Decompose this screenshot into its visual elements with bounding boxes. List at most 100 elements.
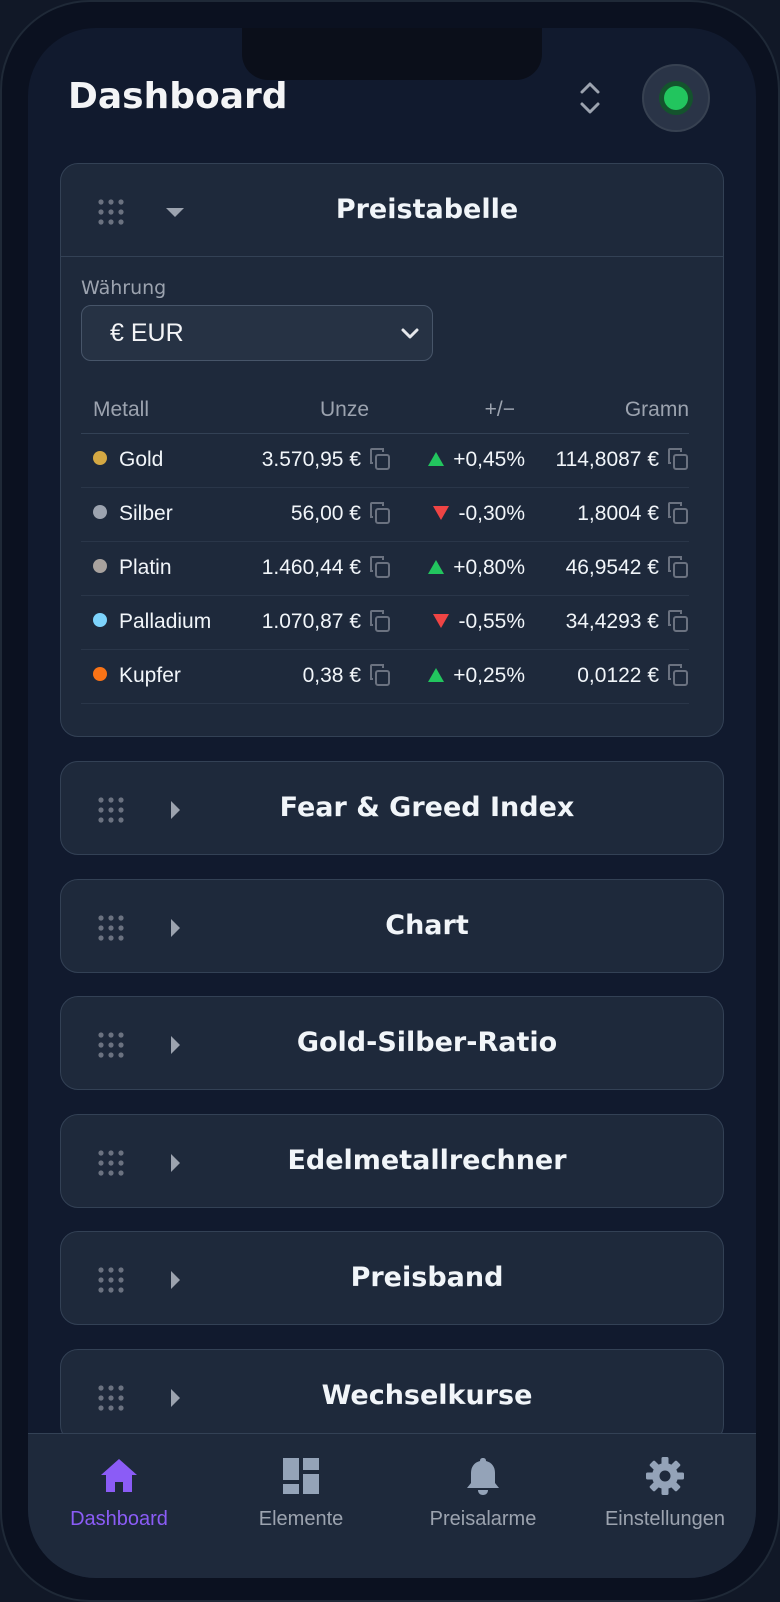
ounce-price-cell: 3.570,95 € [231,433,391,488]
nav-label-settings: Einstellungen [604,1508,726,1530]
widget-card-header[interactable]: Edelmetallrechner [61,1115,723,1207]
page-title: Dashboard [68,76,288,117]
price-table-title: Preistabelle [335,194,519,225]
price-table-card-header[interactable]: Preistabelle [61,164,723,256]
currency-label: Währung [81,277,167,299]
caret-down-icon[interactable] [165,202,185,222]
gram-price-cell: 0,0122 € [533,649,689,704]
drag-handle-icon[interactable] [97,198,125,226]
drag-handle-icon[interactable] [97,1384,125,1412]
metal-name: Palladium [119,610,212,633]
metal-color-dot [93,451,107,466]
widget-title: Wechselkurse [321,1380,533,1411]
metal-name-cell: Kupfer [81,649,231,704]
gram-price: 0,0122 € [577,663,659,687]
widget-card: Wechselkurse [60,1349,724,1443]
widget-card: Chart [60,879,724,973]
triangle-up-icon [428,560,445,575]
chevron-down-icon [401,328,419,339]
ounce-price: 56,00 € [290,501,361,525]
table-row: Gold 3.570,95 € +0,45% 114,8087 € [81,433,689,488]
widget-card: Edelmetallrechner [60,1114,724,1208]
widget-card-header[interactable]: Gold-Silber-Ratio [61,997,723,1089]
metal-color-dot [93,505,107,520]
nav-item-dashboard[interactable]: Dashboard [28,1456,210,1531]
nav-item-price-alerts[interactable]: Preisalarme [392,1456,574,1531]
widget-card-header[interactable]: Fear & Greed Index [61,762,723,854]
ounce-price-cell: 1.460,44 € [231,541,391,596]
change-value: -0,55% [458,610,525,633]
caret-right-icon[interactable] [165,1270,185,1290]
ounce-price-cell: 1.070,87 € [231,595,391,650]
column-header-ounce: Unze [231,387,391,434]
nav-label-elements: Elemente [258,1508,344,1530]
change-cell: +0,80% [391,541,533,596]
copy-icon[interactable] [667,609,689,633]
widget-card-header[interactable]: Chart [61,880,723,972]
change-cell: -0,30% [391,487,533,542]
copy-icon[interactable] [667,447,689,471]
change-value: +0,25% [453,664,525,687]
gram-price-cell: 46,9542 € [533,541,689,596]
change-value: +0,45% [453,448,525,471]
metal-color-dot [93,667,107,682]
bell-icon [467,1458,499,1495]
column-header-change: +/− [391,387,533,434]
caret-right-icon[interactable] [165,1388,185,1408]
widget-card-header[interactable]: Wechselkurse [61,1350,723,1442]
gram-price-cell: 114,8087 € [533,433,689,488]
currency-select[interactable]: € EUR [81,305,433,361]
widget-title: Chart [385,910,469,941]
ounce-price: 1.460,44 € [261,555,361,579]
widget-title: Preisband [350,1262,504,1293]
copy-icon[interactable] [667,501,689,525]
gram-price: 46,9542 € [565,555,659,579]
widget-card: Fear & Greed Index [60,761,724,855]
copy-icon[interactable] [369,663,391,687]
metal-name: Kupfer [119,664,181,687]
widget-card-header[interactable]: Preisband [61,1232,723,1324]
device-notch [242,28,542,80]
metal-name-cell: Palladium [81,595,231,650]
copy-icon[interactable] [369,609,391,633]
drag-handle-icon[interactable] [97,1031,125,1059]
drag-handle-icon[interactable] [97,1149,125,1177]
ounce-price: 0,38 € [302,663,361,687]
gram-price: 34,4293 € [565,609,659,633]
metal-name: Platin [119,556,172,579]
caret-right-icon[interactable] [165,1035,185,1055]
ounce-price-cell: 0,38 € [231,649,391,704]
copy-icon[interactable] [369,555,391,579]
connection-status-button[interactable] [642,64,710,132]
app-header: Dashboard [28,28,756,168]
copy-icon[interactable] [667,663,689,687]
drag-handle-icon[interactable] [97,796,125,824]
change-cell: +0,25% [391,649,533,704]
table-row: Silber 56,00 € -0,30% 1,8004 € [81,487,689,542]
gear-icon [646,1457,684,1495]
home-icon [101,1459,137,1492]
drag-handle-icon[interactable] [97,1266,125,1294]
copy-icon[interactable] [369,447,391,471]
nav-item-elements[interactable]: Elemente [210,1456,392,1531]
triangle-up-icon [428,668,445,683]
ounce-price: 3.570,95 € [261,447,361,471]
caret-right-icon[interactable] [165,918,185,938]
caret-right-icon[interactable] [165,800,185,820]
sort-icon[interactable] [576,78,604,118]
widget-card: Preisband [60,1231,724,1325]
ounce-price-cell: 56,00 € [231,487,391,542]
bottom-navigation: Dashboard Elemente Preisalarme [28,1433,756,1578]
layout-icon [283,1458,319,1494]
nav-label-price-alerts: Preisalarme [429,1508,537,1530]
column-header-gram: Gramn [533,387,689,434]
caret-right-icon[interactable] [165,1153,185,1173]
metal-name-cell: Silber [81,487,231,542]
table-row: Kupfer 0,38 € +0,25% 0,0122 € [81,649,689,704]
drag-handle-icon[interactable] [97,914,125,942]
copy-icon[interactable] [667,555,689,579]
nav-item-settings[interactable]: Einstellungen [574,1456,756,1531]
metal-color-dot [93,613,107,628]
triangle-down-icon [433,506,450,521]
copy-icon[interactable] [369,501,391,525]
